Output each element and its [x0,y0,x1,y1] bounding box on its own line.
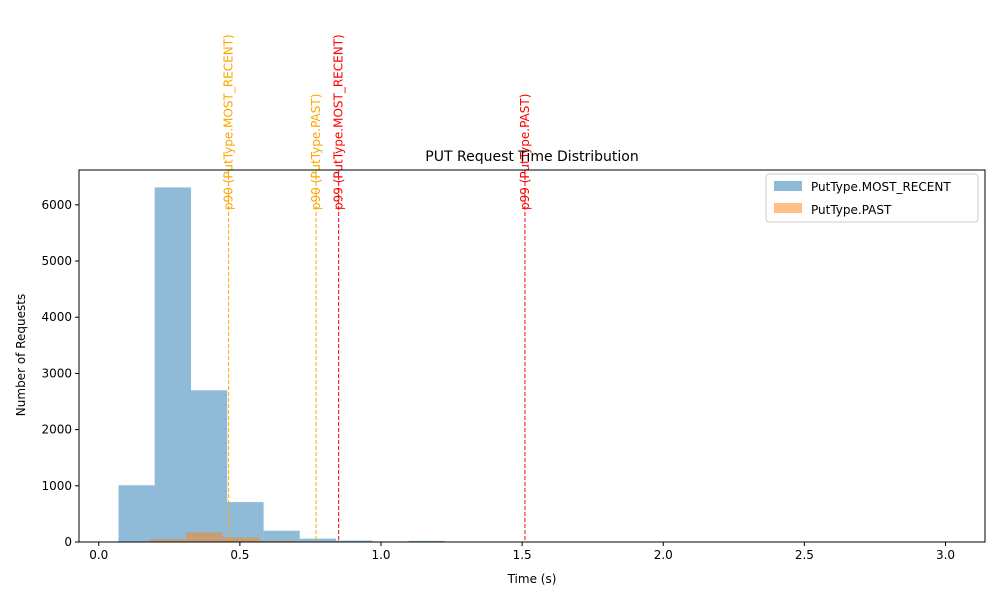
histogram-bar-most-recent-4 [263,530,300,542]
x-tick-label-6: 3.0 [936,548,955,562]
x-tick-label-5: 2.5 [795,548,814,562]
histogram-bar-most-recent-3 [227,502,264,542]
percentile-label-2: p99 (PutType.MOST_RECENT) [332,34,346,210]
legend-box [765,173,979,223]
y-tick-label-3: 3000 [41,366,72,380]
x-tick-label-3: 1.5 [513,548,532,562]
x-axis-ticks: 0.0 0.5 1.0 1.5 2.0 2.5 3.0 [89,542,955,562]
histogram-bar-most-recent-1 [154,187,192,543]
legend-swatch-past [774,203,802,213]
x-tick-label-0: 0.0 [89,548,108,562]
y-tick-label-0: 0 [64,535,72,549]
y-tick-label-2: 2000 [41,423,72,437]
percentile-label-1: p90 (PutType.PAST) [309,94,323,210]
histogram-bar-most-recent-5 [299,538,337,542]
percentile-label-0: p90 (PutType.MOST_RECENT) [222,34,236,210]
histogram-bar-past-2 [222,537,260,542]
y-tick-label-1: 1000 [41,479,72,493]
plot-frame [78,169,986,543]
y-axis-ticks: 0 1000 2000 3000 4000 5000 6000 [41,198,79,549]
legend-swatch-most-recent [774,181,802,191]
percentile-label-3: p99 (PutType.PAST) [518,94,532,210]
legend-label-most-recent: PutType.MOST_RECENT [811,180,951,194]
y-tick-label-6: 6000 [41,198,72,212]
legend-label-past: PutType.PAST [811,203,892,217]
percentile-lines: p90 (PutType.MOST_RECENT) p90 (PutType.PA… [222,34,532,542]
y-tick-label-5: 5000 [41,254,72,268]
histogram-bars [118,187,844,543]
histogram-bar-past-3 [259,540,297,542]
y-axis-label: Number of Requests [14,294,28,416]
histogram-bar-most-recent-0 [118,485,155,542]
histogram-bar-most-recent-8 [408,540,445,542]
chart-title: PUT Request Time Distribution [425,149,638,165]
histogram-bar-past-0 [149,539,187,542]
legend: PutType.MOST_RECENT PutType.PAST [765,173,979,223]
x-tick-label-2: 1.0 [371,548,390,562]
x-tick-label-4: 2.0 [654,548,673,562]
x-tick-label-1: 0.5 [230,548,249,562]
histogram-bar-past-1 [186,532,223,542]
y-tick-label-4: 4000 [41,310,72,324]
histogram-bar-most-recent-2 [191,390,228,542]
histogram-bar-most-recent-6 [336,540,373,542]
x-axis-label: Time (s) [507,572,557,586]
